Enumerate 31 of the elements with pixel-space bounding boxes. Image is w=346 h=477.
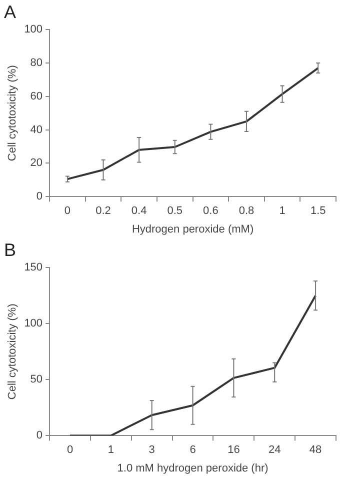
x-tick-label: 1: [279, 205, 286, 218]
chart-title: A: [4, 2, 16, 22]
x-tick-label: 1: [108, 444, 114, 456]
chart-title: B: [4, 240, 16, 260]
y-tick-label: 150: [24, 262, 43, 274]
y-tick-label: 50: [30, 374, 43, 386]
x-tick-label: 0.2: [96, 205, 111, 218]
x-tick-label: 0.8: [238, 205, 254, 218]
x-tick-label: 0.6: [203, 205, 218, 218]
y-tick-label: 100: [24, 24, 43, 36]
x-tick-label: 3: [148, 444, 155, 456]
x-tick-label: 16: [228, 444, 240, 456]
y-tick-label: 40: [30, 124, 43, 136]
x-tick-label: 0.5: [167, 205, 183, 218]
y-tick-label: 100: [24, 318, 43, 330]
x-tick-label: 48: [309, 444, 322, 456]
y-tick-label: 60: [30, 90, 43, 102]
x-tick-label: 0: [64, 205, 71, 218]
y-tick-label: 80: [30, 57, 43, 70]
y-axis-title: Cell cytotoxicity (%): [6, 65, 19, 162]
x-axis-title: Hydrogen peroxide (mM): [132, 223, 254, 236]
x-tick-label: 24: [268, 444, 281, 456]
y-tick-label: 0: [36, 190, 43, 203]
y-axis-title: Cell cytotoxicity (%): [6, 304, 19, 400]
y-tick-label: 20: [30, 157, 43, 170]
x-tick-label: 1.5: [310, 205, 326, 218]
x-axis-title: 1.0 mM hydrogen peroxide (hr): [117, 462, 268, 474]
x-tick-label: 6: [190, 444, 196, 456]
y-tick-label: 0: [36, 430, 43, 442]
x-tick-label: 0.4: [131, 205, 147, 218]
x-tick-label: 0: [66, 444, 74, 456]
